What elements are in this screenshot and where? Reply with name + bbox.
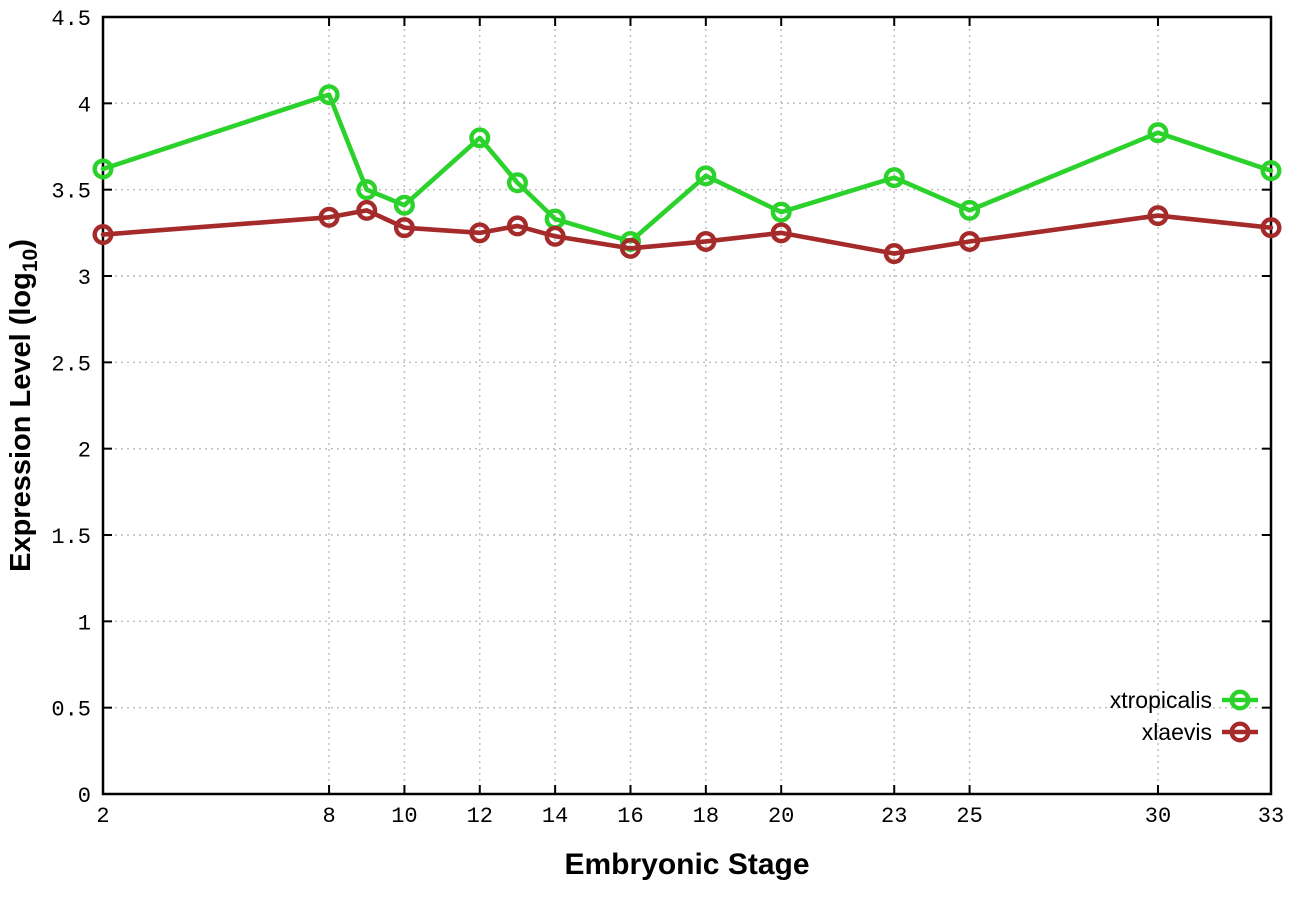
x-axis-label: Embryonic Stage	[564, 848, 809, 881]
x-tick-label: 33	[1258, 804, 1284, 829]
x-tick-label: 10	[391, 804, 417, 829]
data-point-xtropicalis	[469, 127, 491, 149]
data-point-xlaevis	[619, 237, 641, 259]
data-point-xlaevis	[92, 224, 114, 246]
data-point-xlaevis	[318, 206, 340, 228]
legend-entry-xtropicalis: xtropicalis	[1110, 687, 1258, 713]
legend: xtropicalis xlaevis	[1110, 687, 1258, 745]
data-series	[92, 84, 1282, 265]
x-tick-label: 12	[467, 804, 493, 829]
data-point-xtropicalis	[695, 165, 717, 187]
data-point-xtropicalis	[883, 167, 905, 189]
y-tick-label: 1	[78, 611, 91, 636]
x-tick-label: 18	[693, 804, 719, 829]
legend-entry-xlaevis: xlaevis	[1142, 719, 1258, 745]
data-point-xtropicalis	[1260, 160, 1282, 182]
legend-label-xlaevis: xlaevis	[1142, 719, 1212, 745]
data-point-xlaevis	[883, 243, 905, 265]
data-point-xtropicalis	[393, 194, 415, 216]
x-tick-label: 23	[881, 804, 907, 829]
y-tick-label: 3	[78, 266, 91, 291]
series-line-xlaevis	[100, 208, 1274, 256]
data-point-xtropicalis	[318, 84, 340, 106]
y-tick-label: 4.5	[51, 7, 91, 32]
data-point-xlaevis	[1260, 217, 1282, 239]
x-tick-labels: 2 8 10 12 14 16 18 20 23 25 30 33	[96, 804, 1284, 829]
series-xtropicalis	[92, 84, 1282, 252]
data-point-xtropicalis	[959, 199, 981, 221]
x-tick-label: 8	[322, 804, 335, 829]
data-point-xtropicalis	[356, 179, 378, 201]
x-tick-label: 16	[617, 804, 643, 829]
y-axis-label: Expression Level (log10)	[5, 239, 42, 572]
data-point-xtropicalis	[1147, 122, 1169, 144]
data-point-xlaevis	[695, 230, 717, 252]
data-point-xlaevis	[356, 199, 378, 221]
data-point-xlaevis	[1147, 205, 1169, 227]
data-point-xtropicalis	[506, 172, 528, 194]
data-point-xtropicalis	[770, 201, 792, 223]
y-tick-label: 3.5	[51, 180, 91, 205]
data-point-xlaevis	[544, 225, 566, 247]
y-tick-label: 1.5	[51, 525, 91, 550]
legend-marker-xtropicalis	[1229, 689, 1251, 711]
data-point-xlaevis	[393, 217, 415, 239]
y-tick-label: 0.5	[51, 698, 91, 723]
legend-label-xtropicalis: xtropicalis	[1110, 687, 1212, 713]
y-tick-label: 0	[78, 784, 91, 809]
y-tick-label: 2.5	[51, 352, 91, 377]
axis-ticks	[102, 16, 1272, 795]
plot-border	[101, 15, 1273, 796]
y-tick-labels: 0 0.5 1 1.5 2 2.5 3 3.5 4 4.5	[51, 7, 91, 809]
x-tick-label: 30	[1145, 804, 1171, 829]
y-tick-label: 2	[78, 439, 91, 464]
x-tick-label: 25	[956, 804, 982, 829]
legend-marker-xlaevis	[1229, 721, 1251, 743]
data-point-xlaevis	[469, 222, 491, 244]
grid-lines	[102, 16, 1272, 795]
data-point-xtropicalis	[92, 158, 114, 180]
data-point-xlaevis	[959, 230, 981, 252]
y-tick-label: 4	[78, 93, 91, 118]
x-tick-label: 14	[542, 804, 568, 829]
x-tick-label: 2	[96, 804, 109, 829]
data-point-xlaevis	[770, 222, 792, 244]
data-point-xlaevis	[506, 215, 528, 237]
series-xlaevis	[92, 199, 1282, 265]
x-tick-label: 20	[768, 804, 794, 829]
